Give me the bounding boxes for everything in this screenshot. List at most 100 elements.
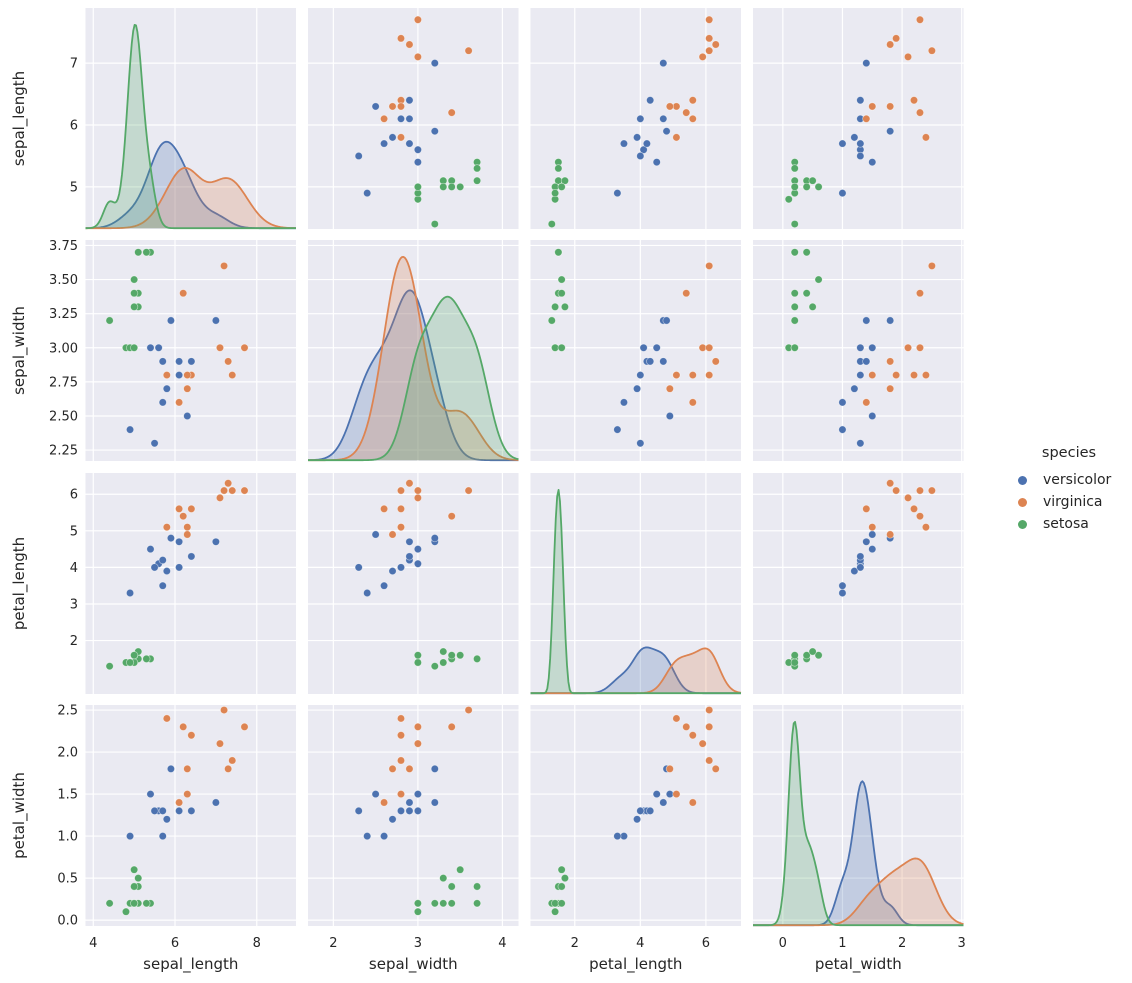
scatter-point-setosa bbox=[551, 189, 560, 198]
scatter-point-setosa bbox=[814, 275, 823, 284]
scatter-point-versicolor bbox=[158, 398, 167, 407]
scatter-point-virginica bbox=[688, 96, 697, 105]
scatter-point-versicolor bbox=[187, 552, 196, 561]
scatter-point-versicolor bbox=[154, 343, 163, 352]
scatter-point-versicolor bbox=[162, 384, 171, 393]
x-tick-label: 2 bbox=[329, 936, 337, 951]
scatter-point-versicolor bbox=[146, 790, 155, 799]
scatter-point-versicolor bbox=[613, 189, 622, 198]
scatter-sepal_width-vs-petal_width bbox=[784, 248, 936, 448]
kde-diagonal-sepal_width bbox=[307, 255, 519, 462]
scatter-point-setosa bbox=[790, 658, 799, 667]
scatter-point-versicolor bbox=[662, 316, 671, 325]
y-tick-label: 3 bbox=[70, 598, 78, 613]
scatter-point-setosa bbox=[814, 182, 823, 191]
scatter-point-versicolor bbox=[175, 806, 184, 815]
scatter-point-virginica bbox=[162, 523, 171, 532]
scatter-point-versicolor bbox=[850, 133, 859, 142]
kde-fill-setosa bbox=[753, 721, 964, 926]
scatter-point-versicolor bbox=[659, 798, 668, 807]
kde-line-setosa bbox=[308, 295, 519, 462]
scatter-point-versicolor bbox=[856, 439, 865, 448]
x-tick-label: 6 bbox=[702, 936, 710, 951]
scatter-point-versicolor bbox=[838, 588, 847, 598]
scatter-point-virginica bbox=[915, 486, 925, 495]
scatter-point-versicolor bbox=[126, 425, 135, 434]
scatter-point-versicolor bbox=[659, 357, 668, 366]
scatter-point-virginica bbox=[447, 108, 456, 117]
scatter-point-setosa bbox=[557, 899, 566, 908]
scatter-point-virginica bbox=[413, 15, 422, 24]
scatter-point-versicolor bbox=[380, 581, 389, 590]
legend-item-label: setosa bbox=[1043, 516, 1089, 532]
scatter-point-virginica bbox=[220, 705, 229, 715]
kde-fill-virginica bbox=[308, 256, 519, 461]
legend-item-label: versicolor bbox=[1043, 472, 1112, 488]
scatter-point-virginica bbox=[892, 371, 901, 380]
scatter-point-versicolor bbox=[211, 537, 220, 546]
scatter-point-setosa bbox=[121, 907, 131, 916]
scatter-point-versicolor bbox=[363, 189, 372, 198]
kde-fill-versicolor bbox=[530, 647, 741, 694]
y-tick-label: 4 bbox=[70, 561, 78, 576]
scatter-point-virginica bbox=[413, 493, 422, 502]
scatter-point-setosa bbox=[790, 343, 799, 352]
scatter-point-virginica bbox=[886, 357, 895, 366]
scatter-point-versicolor bbox=[354, 806, 363, 815]
scatter-point-virginica bbox=[183, 371, 192, 380]
scatter-point-versicolor bbox=[380, 832, 389, 841]
scatter-point-virginica bbox=[224, 764, 233, 773]
scatter-point-virginica bbox=[175, 398, 184, 407]
scatter-point-virginica bbox=[396, 756, 406, 765]
scatter-point-virginica bbox=[862, 504, 871, 513]
scatter-point-virginica bbox=[388, 102, 397, 111]
panel-sepal_length-vs-sepal_length bbox=[85, 8, 296, 229]
scatter-point-virginica bbox=[886, 40, 895, 49]
scatter-point-virginica bbox=[405, 764, 414, 773]
scatter-point-versicolor bbox=[211, 798, 220, 807]
scatter-point-virginica bbox=[665, 764, 674, 773]
scatter-point-versicolor bbox=[405, 552, 414, 561]
scatter-point-versicolor bbox=[619, 139, 629, 148]
scatter-point-versicolor bbox=[150, 806, 159, 815]
scatter-point-versicolor bbox=[862, 537, 871, 546]
scatter-point-virginica bbox=[413, 739, 422, 748]
scatter-point-virginica bbox=[862, 114, 871, 123]
scatter-point-virginica bbox=[672, 714, 681, 723]
scatter-point-versicolor bbox=[150, 439, 159, 448]
scatter-point-versicolor bbox=[430, 59, 439, 68]
scatter-point-versicolor bbox=[211, 316, 220, 325]
scatter-point-virginica bbox=[179, 512, 188, 521]
scatter-point-versicolor bbox=[430, 127, 439, 136]
scatter-point-setosa bbox=[547, 316, 556, 325]
scatter-point-versicolor bbox=[175, 537, 184, 546]
scatter-point-setosa bbox=[554, 164, 563, 173]
scatter-point-setosa bbox=[790, 302, 799, 311]
scatter-point-virginica bbox=[892, 34, 901, 43]
kde-diagonal-sepal_length bbox=[85, 23, 297, 230]
scatter-point-versicolor bbox=[665, 411, 674, 421]
scatter-point-virginica bbox=[396, 714, 406, 723]
scatter-point-virginica bbox=[396, 102, 406, 111]
panel-background bbox=[85, 705, 296, 926]
kde-line-virginica bbox=[753, 857, 964, 927]
kde-line-setosa bbox=[753, 720, 964, 927]
scatter-point-virginica bbox=[665, 102, 674, 111]
scatter-point-setosa bbox=[130, 651, 139, 660]
scatter-point-setosa bbox=[808, 302, 817, 311]
scatter-point-virginica bbox=[688, 798, 697, 807]
scatter-point-setosa bbox=[808, 176, 817, 185]
scatter-point-setosa bbox=[439, 658, 448, 667]
scatter-point-versicolor bbox=[388, 133, 397, 142]
y-tick-label: 2.0 bbox=[57, 746, 78, 761]
scatter-point-versicolor bbox=[388, 567, 397, 576]
legend-marker-virginica-icon bbox=[1018, 497, 1027, 507]
scatter-point-virginica bbox=[705, 34, 714, 43]
scatter-point-virginica bbox=[688, 371, 697, 380]
panel-petal_width-vs-sepal_length bbox=[85, 705, 296, 926]
scatter-petal_width-vs-sepal_width bbox=[354, 705, 482, 916]
x-tick-label: 4 bbox=[89, 936, 97, 951]
scatter-point-versicolor bbox=[636, 806, 645, 815]
legend-item-label: virginica bbox=[1043, 494, 1103, 510]
y-tick-label: 2 bbox=[70, 634, 78, 649]
